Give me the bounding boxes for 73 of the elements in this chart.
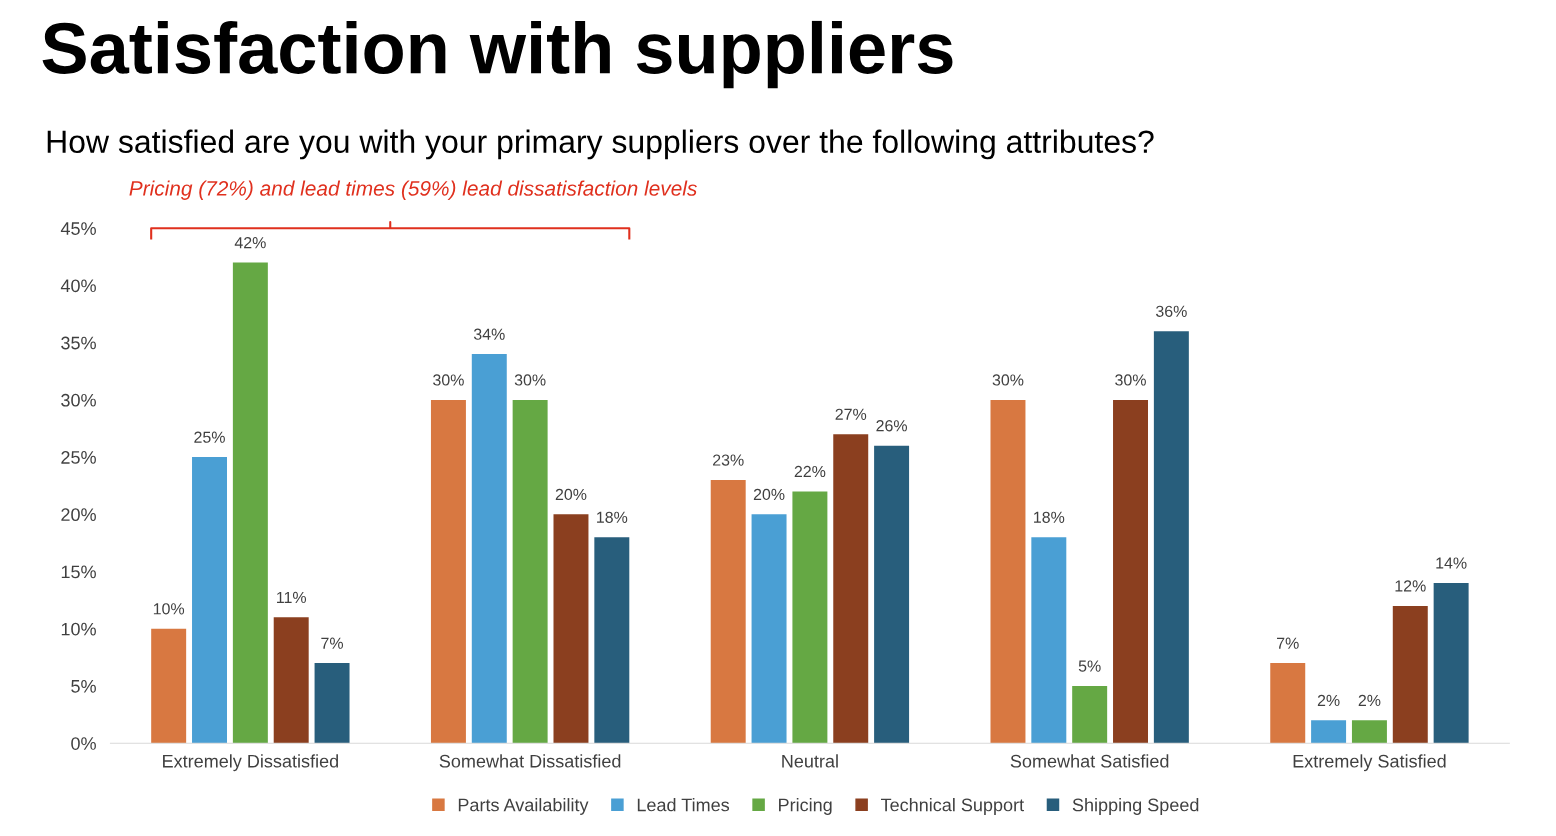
data-label: 18% [1034,511,1065,523]
data-label: 20% [555,488,587,501]
x-tick-label: Extremely Dissatisfied [163,754,338,772]
x-tick-label: Extremely Satisfied [1293,754,1446,772]
bar [1311,720,1347,744]
data-label: 27% [835,408,867,420]
bar [151,628,187,744]
data-label: 30% [992,374,1024,386]
bar [232,262,268,744]
bar [792,491,828,744]
y-tick-label: 45% [60,222,96,235]
y-tick-label: 40% [60,279,96,293]
bar [1153,331,1189,744]
bar [1392,605,1428,744]
data-label: 23% [713,454,744,466]
bar [710,479,746,744]
bar [192,457,227,744]
legend-label: Technical Support [880,798,1024,815]
bar [512,399,548,744]
data-label: 5% [1078,660,1101,672]
y-tick-label: 25% [61,451,96,464]
data-label: 14% [1436,557,1467,569]
legend-label: Pricing [779,798,832,815]
bar [1113,399,1148,744]
data-label: 10% [153,603,185,615]
y-tick-label: 20% [61,508,96,522]
bar [1072,685,1108,744]
data-label: 18% [597,511,628,523]
legend-label: Parts Availability [458,798,589,815]
bar [471,354,507,744]
x-tick-label: Somewhat Dissatisfied [439,754,621,768]
data-label: 42% [234,236,266,249]
bar [1433,582,1469,744]
bar [1031,537,1067,744]
x-tick-label: Neutral [782,754,838,768]
chart-subtitle: How satisfied are you with your primary suppliers over the following attributes? [47,129,1154,160]
data-label: 26% [876,420,908,432]
bar [430,399,466,744]
y-tick-label: 0% [71,737,96,750]
data-label: 22% [794,465,826,478]
y-tick-label: 15% [61,565,96,579]
data-label: 25% [194,431,225,443]
y-tick-label: 35% [61,336,96,350]
bar [314,663,350,744]
text: Pricing (72%) and lead times (59%) lead dissatisfaction levels [129,180,697,200]
data-label: 36% [1155,305,1187,317]
data-label: 30% [514,374,546,386]
legend-label: Lead Times [637,798,730,812]
bar [553,514,589,744]
data-label: 2% [1358,694,1381,706]
data-label: 11% [277,591,307,603]
y-tick-label: 10% [61,622,96,636]
bar [751,514,787,744]
data-label: 2% [1317,694,1340,706]
y-tick-label: 5% [71,680,96,693]
data-label: 30% [433,374,464,386]
chart-title: Satisfaction with suppliers [42,20,953,89]
data-label: 20% [753,488,785,501]
data-label: 30% [1115,374,1146,386]
legend-label: Shipping Speed [1072,798,1199,815]
bar [990,399,1026,744]
x-tick-label: Somewhat Satisfied [1010,754,1169,768]
data-label: 12% [1395,580,1426,592]
data-label: 7% [321,637,344,649]
bar [1351,720,1387,744]
data-label: 7% [1277,637,1299,649]
bar [833,434,869,744]
bar [874,445,910,744]
bar [273,617,309,744]
y-tick-label: 30% [61,393,96,407]
bar [1270,663,1306,744]
data-label: 34% [473,328,505,340]
bar [594,537,630,744]
